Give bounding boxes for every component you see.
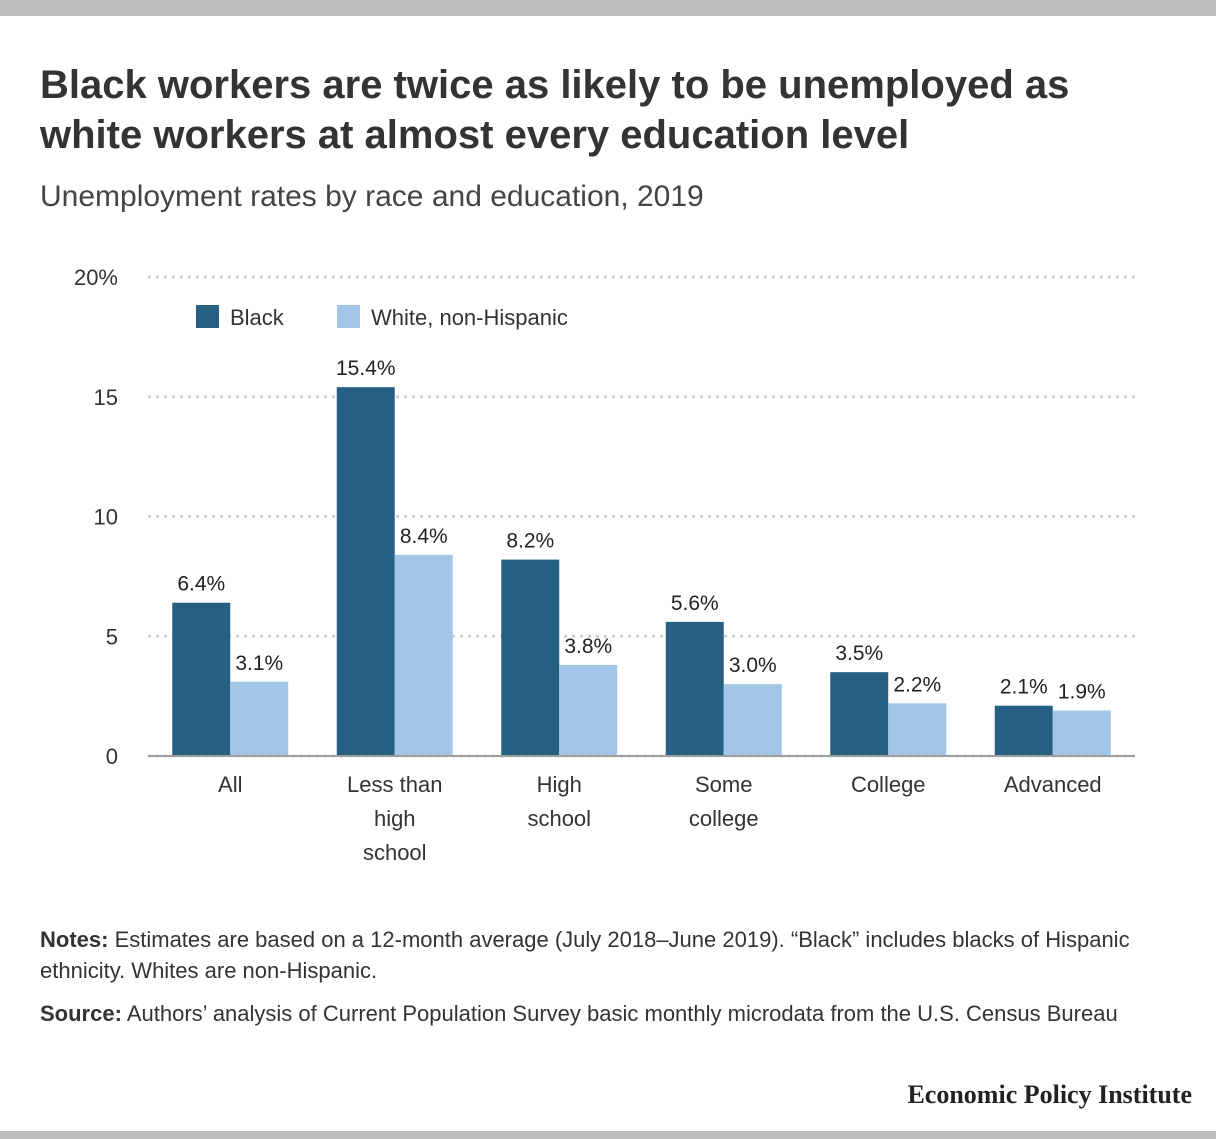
x-tick-label: All — [218, 772, 242, 797]
x-tick-label: Advanced — [1004, 772, 1102, 797]
y-tick-label: 0 — [106, 744, 118, 769]
legend-swatch-white — [337, 305, 360, 328]
notes-text: Estimates are based on a 12-month averag… — [40, 927, 1130, 983]
bottom-rule — [0, 1131, 1216, 1139]
data-label: 6.4% — [177, 573, 225, 596]
brand-logo: Economic Policy Institute — [907, 1080, 1192, 1109]
data-label: 3.5% — [835, 642, 883, 665]
data-label: 2.1% — [1000, 676, 1048, 699]
data-label: 8.4% — [400, 525, 448, 548]
data-label: 3.8% — [564, 635, 612, 658]
bar-black — [501, 559, 560, 756]
x-tick-label: Less than — [347, 772, 442, 797]
data-label: 3.1% — [235, 652, 283, 675]
data-label: 2.2% — [893, 673, 941, 696]
notes: Notes: Estimates are based on a 12-month… — [40, 924, 1180, 986]
x-tick-label: Some — [695, 772, 752, 797]
legend-swatch-black — [196, 305, 219, 328]
bar-white — [230, 681, 289, 756]
top-rule — [0, 0, 1216, 16]
data-label: 8.2% — [506, 530, 554, 553]
y-tick-label: 20% — [74, 265, 118, 290]
bar-white — [559, 664, 618, 756]
bar-white — [723, 684, 782, 756]
bar-white — [1052, 710, 1111, 756]
bar-black — [994, 705, 1053, 756]
source: Source: Authors’ analysis of Current Pop… — [40, 998, 1180, 1029]
bar-black — [830, 672, 889, 756]
notes-label: Notes: — [40, 927, 109, 952]
bar-black — [665, 621, 724, 756]
x-tick-label: high — [374, 806, 416, 831]
x-tick-label: school — [527, 806, 591, 831]
bar-chart: 0 5 10 15 20% 6.4% 15.4% 8.2% 5.6% 3.5% 2.1% 3.1% 8.… — [74, 265, 1135, 865]
y-tick-label: 15 — [94, 385, 118, 410]
data-label: 15.4% — [336, 357, 396, 380]
data-label: 1.9% — [1058, 680, 1106, 703]
x-tick-label: college — [689, 806, 759, 831]
legend-label-black: Black — [230, 305, 285, 330]
x-tick-label: school — [363, 840, 427, 865]
chart-title: Black workers are twice as likely to be … — [40, 63, 1070, 157]
bar-black — [172, 602, 231, 756]
chart-subtitle: Unemployment rates by race and education… — [40, 180, 704, 213]
x-tick-label: High — [537, 772, 582, 797]
data-label: 5.6% — [671, 592, 719, 615]
bar-black — [336, 387, 395, 756]
y-tick-label: 10 — [94, 505, 118, 530]
bar-white — [394, 554, 453, 756]
x-tick-label: College — [851, 772, 926, 797]
y-tick-label: 5 — [106, 624, 118, 649]
legend-label-white: White, non-Hispanic — [371, 305, 568, 330]
source-text: Authors’ analysis of Current Population … — [121, 1001, 1118, 1026]
data-label: 3.0% — [729, 654, 777, 677]
source-label: Source: — [40, 1001, 122, 1026]
bar-white — [888, 703, 947, 756]
